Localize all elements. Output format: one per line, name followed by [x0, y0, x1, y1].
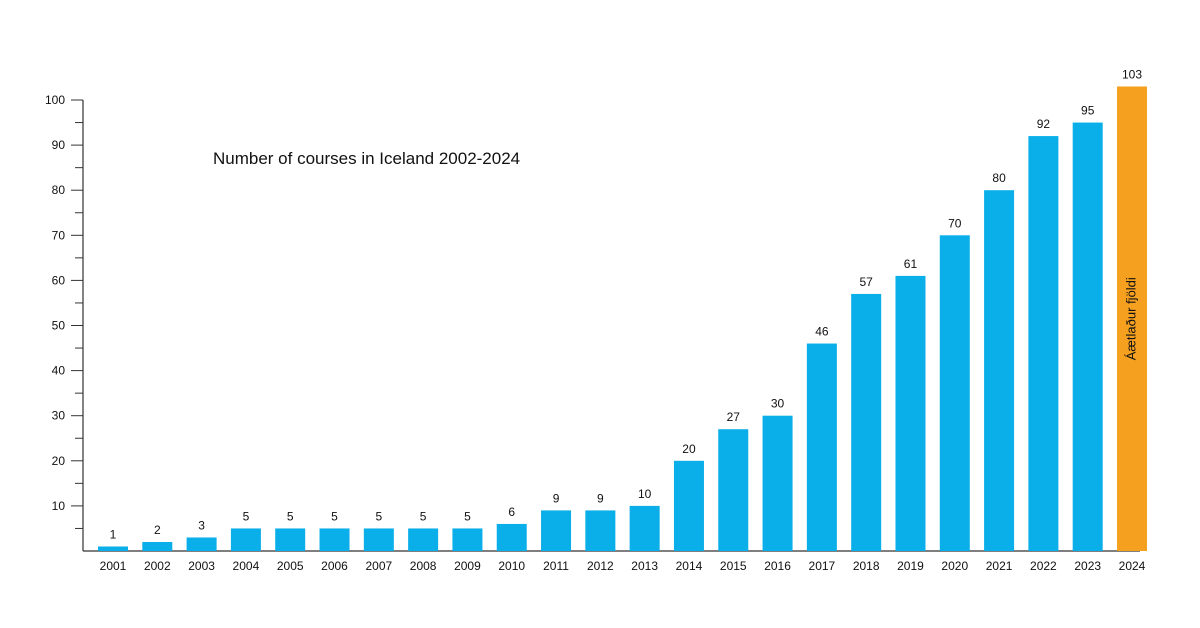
x-tick-label: 2018: [853, 559, 880, 573]
x-tick-label: 2019: [897, 559, 924, 573]
bar-estimated-2024: [1117, 86, 1147, 551]
y-tick-label: 90: [52, 138, 66, 152]
y-tick-label: 100: [45, 93, 65, 107]
x-tick-label: 2003: [188, 559, 215, 573]
data-label-2007: 5: [375, 509, 382, 523]
data-label-2015: 27: [727, 410, 741, 424]
x-tick-label: 2008: [410, 559, 437, 573]
data-label-2006: 5: [331, 509, 338, 523]
data-label-2002: 2: [154, 523, 161, 537]
bar-2006: [319, 528, 350, 551]
x-tick-label: 2004: [233, 559, 260, 573]
bar-2001: [98, 546, 128, 551]
data-label-2016: 30: [771, 397, 785, 411]
data-label-2005: 5: [287, 509, 294, 523]
bar-2003: [186, 537, 217, 551]
x-tick-label: 2009: [454, 559, 481, 573]
data-label-2013: 10: [638, 487, 652, 501]
data-labels: 1 2 3 5 5 5 5 5 5 6 9 9 10 20 27 30 46 57 61 70 80 92 95 103: [110, 67, 1143, 541]
bar-2020: [939, 235, 970, 552]
x-tick-label: 2002: [144, 559, 171, 573]
data-label-2008: 5: [420, 509, 427, 523]
bar-2011: [541, 510, 572, 551]
x-tick-label: 2011: [543, 559, 569, 573]
x-tick-label: 2001: [100, 559, 127, 573]
x-tick-label: 2014: [676, 559, 703, 573]
bar-2019: [895, 275, 926, 551]
estimated-bar-label: Áætlaður fjöldi: [1123, 277, 1138, 360]
x-tick-label: 2016: [764, 559, 791, 573]
x-tick-label: 2007: [365, 559, 392, 573]
x-tick-label: 2020: [941, 559, 968, 573]
bar-2021: [984, 190, 1015, 551]
data-label-2014: 20: [682, 442, 696, 456]
bar-2002: [142, 541, 173, 551]
data-label-2023: 95: [1081, 104, 1095, 118]
bar-2023: [1072, 122, 1103, 552]
bar-2010: [496, 523, 527, 551]
x-axis-labels: 2001 2002 2003 2004 2005 2006 2007 2008 2009 2010…: [100, 559, 1146, 573]
x-tick-label: 2013: [631, 559, 658, 573]
data-label-2001: 1: [110, 527, 117, 541]
bars: Áætlaður fjöldi: [98, 86, 1147, 552]
y-tick-label: 70: [52, 228, 66, 242]
data-label-2012: 9: [597, 491, 604, 505]
bar-2013: [629, 505, 660, 551]
x-tick-label: 2015: [720, 559, 747, 573]
y-tick-label: 50: [52, 319, 66, 333]
data-label-2018: 57: [859, 275, 873, 289]
bar-2022: [1028, 136, 1059, 551]
data-label-2024: 103: [1122, 67, 1142, 81]
y-tick-label: 20: [52, 454, 66, 468]
chart-title: Number of courses in Iceland 2002-2024: [213, 149, 520, 168]
bar-2005: [275, 528, 306, 551]
x-tick-label: 2024: [1119, 559, 1146, 573]
y-tick-label: 30: [52, 409, 66, 423]
bar-2004: [230, 528, 261, 551]
data-label-2020: 70: [948, 216, 962, 230]
bar-2009: [452, 528, 483, 551]
bar-2012: [585, 510, 616, 551]
y-tick-label: 10: [52, 499, 66, 513]
x-tick-label: 2021: [986, 559, 1013, 573]
x-tick-label: 2017: [809, 559, 836, 573]
bar-2018: [851, 293, 882, 551]
data-label-2004: 5: [243, 509, 250, 523]
y-tick-label: 60: [52, 273, 66, 287]
x-tick-label: 2010: [498, 559, 525, 573]
bar-2015: [718, 429, 749, 551]
data-label-2010: 6: [508, 505, 515, 519]
bar-2014: [673, 460, 704, 551]
bar-2008: [408, 528, 439, 551]
x-tick-label: 2005: [277, 559, 304, 573]
data-label-2019: 61: [904, 257, 918, 271]
y-axis-ticks: 10 20 30 40 50 60 70 80 90 100: [45, 93, 83, 529]
x-tick-label: 2006: [321, 559, 348, 573]
data-label-2011: 9: [553, 491, 560, 505]
data-label-2003: 3: [198, 518, 205, 532]
data-label-2017: 46: [815, 325, 829, 339]
data-label-2022: 92: [1037, 117, 1051, 131]
x-tick-label: 2012: [587, 559, 614, 573]
data-label-2009: 5: [464, 509, 471, 523]
bar-2017: [806, 343, 837, 551]
y-tick-label: 40: [52, 364, 66, 378]
y-tick-label: 80: [52, 183, 66, 197]
x-tick-label: 2023: [1074, 559, 1101, 573]
bar-2007: [363, 528, 394, 551]
bar-2016: [762, 415, 793, 551]
data-label-2021: 80: [992, 171, 1006, 185]
x-tick-label: 2022: [1030, 559, 1057, 573]
